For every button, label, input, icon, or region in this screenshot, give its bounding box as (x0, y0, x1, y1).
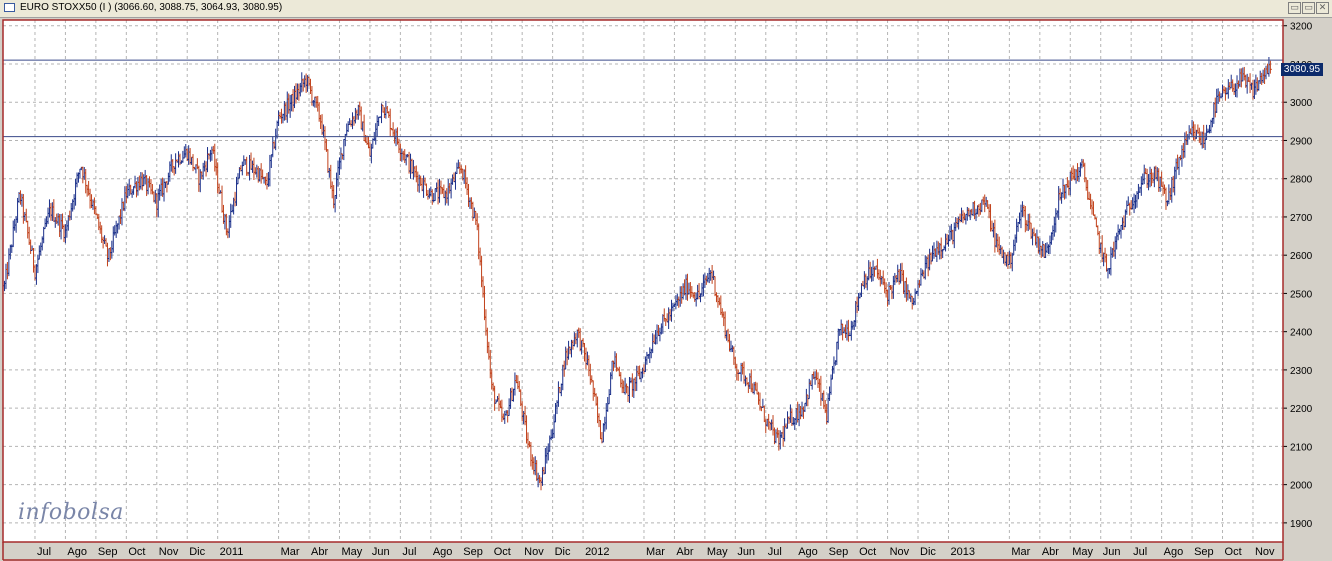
y-tick-label: 1900 (1290, 519, 1313, 530)
x-tick-label: May (341, 546, 362, 558)
x-tick-label: Ago (433, 546, 453, 558)
y-tick-label: 2300 (1290, 366, 1313, 377)
title-bar[interactable]: EURO STOXX50 (I ) (3066.60, 3088.75, 306… (0, 0, 1332, 18)
x-tick-label: Jun (372, 546, 390, 558)
x-tick-label: Oct (128, 546, 145, 558)
y-tick-label: 2700 (1290, 213, 1313, 224)
x-tick-label: Ago (1164, 546, 1184, 558)
x-tick-label: Sep (463, 546, 483, 558)
x-tick-label: Oct (494, 546, 511, 558)
x-tick-label: Dic (189, 546, 205, 558)
restore-icon[interactable]: ▭ (1302, 2, 1315, 14)
plot-area (3, 20, 1283, 542)
x-tick-label: Abr (676, 546, 693, 558)
x-tick-label: Jul (1133, 546, 1147, 558)
x-tick-label: 2012 (585, 546, 609, 558)
x-tick-label: Oct (859, 546, 876, 558)
x-tick-label: Nov (1255, 546, 1275, 558)
x-tick-label: Dic (920, 546, 936, 558)
y-tick-label: 2400 (1290, 328, 1313, 339)
x-tick-label: Sep (1194, 546, 1214, 558)
last-price-label: 3080.95 (1281, 63, 1323, 76)
window-icon (4, 3, 15, 12)
y-tick-label: 2500 (1290, 289, 1313, 300)
x-tick-label: May (707, 546, 728, 558)
y-tick-label: 2000 (1290, 481, 1313, 492)
x-tick-label: Jul (768, 546, 782, 558)
x-tick-label: Sep (829, 546, 849, 558)
x-tick-label: Jun (737, 546, 755, 558)
x-tick-label: 2011 (220, 546, 244, 558)
infobolsa-logo: infobolsa (18, 500, 124, 525)
x-tick-label: Abr (311, 546, 328, 558)
y-tick-label: 2800 (1290, 175, 1313, 186)
y-tick-label: 2200 (1290, 404, 1313, 415)
x-tick-label: Nov (524, 546, 544, 558)
x-tick-label: Jul (37, 546, 51, 558)
minimize-icon[interactable]: ▭ (1288, 2, 1301, 14)
x-tick-label: 2013 (950, 546, 974, 558)
plot-frame (2, 19, 1284, 543)
y-tick-label: 2100 (1290, 442, 1313, 453)
x-tick-label: Oct (1225, 546, 1242, 558)
x-tick-label: Nov (159, 546, 179, 558)
x-tick-label: May (1072, 546, 1093, 558)
x-tick-label: Jun (1103, 546, 1121, 558)
y-tick-label: 3200 (1290, 22, 1313, 33)
y-tick-label: 3000 (1290, 98, 1313, 109)
x-tick-label: Abr (1042, 546, 1059, 558)
x-tick-label: Mar (646, 546, 665, 558)
x-tick-label: Ago (67, 546, 87, 558)
close-icon[interactable]: ✕ (1316, 2, 1329, 14)
x-tick-label: Ago (798, 546, 818, 558)
window-title: EURO STOXX50 (I ) (3066.60, 3088.75, 306… (20, 2, 283, 13)
y-tick-label: 2600 (1290, 251, 1313, 262)
x-tick-label: Dic (555, 546, 571, 558)
x-tick-label: Mar (1011, 546, 1030, 558)
y-tick-label: 2900 (1290, 136, 1313, 147)
x-tick-label: Nov (890, 546, 910, 558)
x-tick-label: Mar (281, 546, 300, 558)
x-tick-label: Sep (98, 546, 118, 558)
price-chart[interactable]: 3200310030002900280027002600250024002300… (0, 18, 1332, 561)
x-tick-label: Jul (402, 546, 416, 558)
